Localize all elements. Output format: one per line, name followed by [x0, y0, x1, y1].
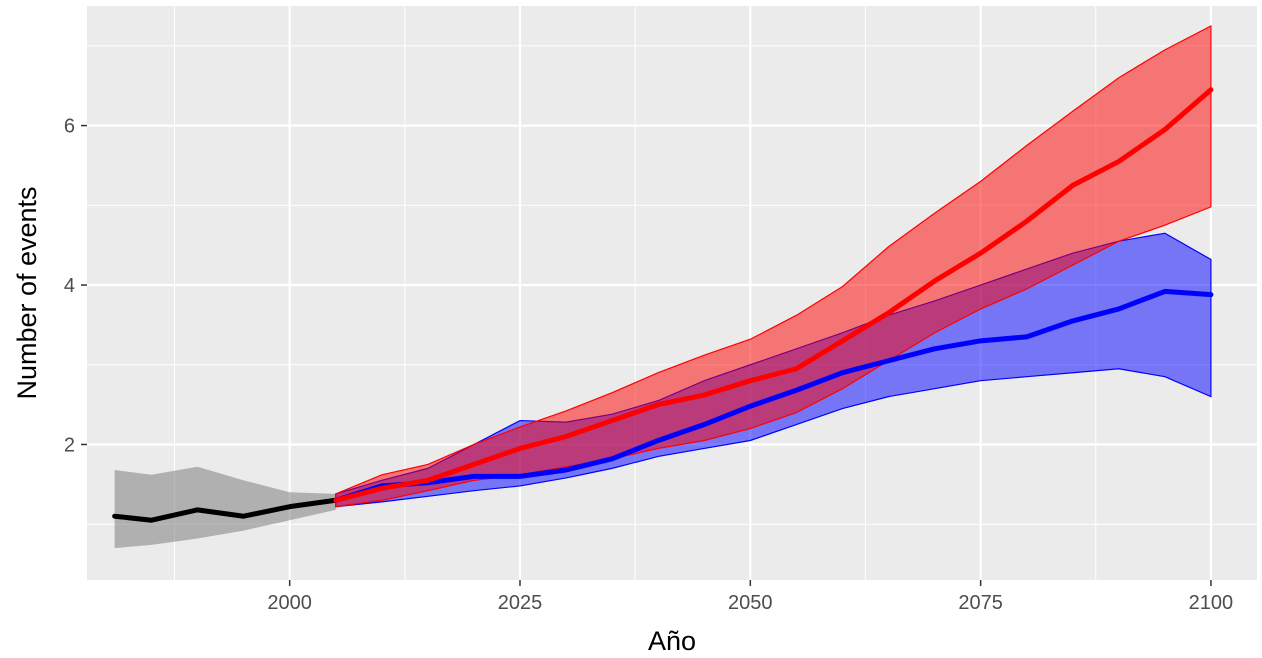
- y-tick-label: 2: [64, 434, 75, 456]
- line-historical: [112, 497, 339, 523]
- y-tick-label: 4: [64, 275, 75, 297]
- line-scenario_red: [333, 87, 1214, 503]
- x-tick-label: 2050: [728, 592, 773, 614]
- x-tick-label: 2075: [958, 592, 1003, 614]
- band-historical: [114, 466, 336, 549]
- series-lines: [112, 87, 1214, 523]
- line-scenario_blue: [333, 288, 1214, 503]
- y-tick-label: 6: [64, 116, 75, 138]
- x-tick-label: 2025: [498, 592, 543, 614]
- x-tick-label: 2000: [267, 592, 312, 614]
- x-tick-label: 2100: [1189, 592, 1234, 614]
- axis-ticks: 2000 2025 2050 2075 2100 2 4 6: [64, 116, 1233, 614]
- x-axis-title: Año: [648, 626, 696, 656]
- y-axis-title: Number of events: [12, 186, 42, 399]
